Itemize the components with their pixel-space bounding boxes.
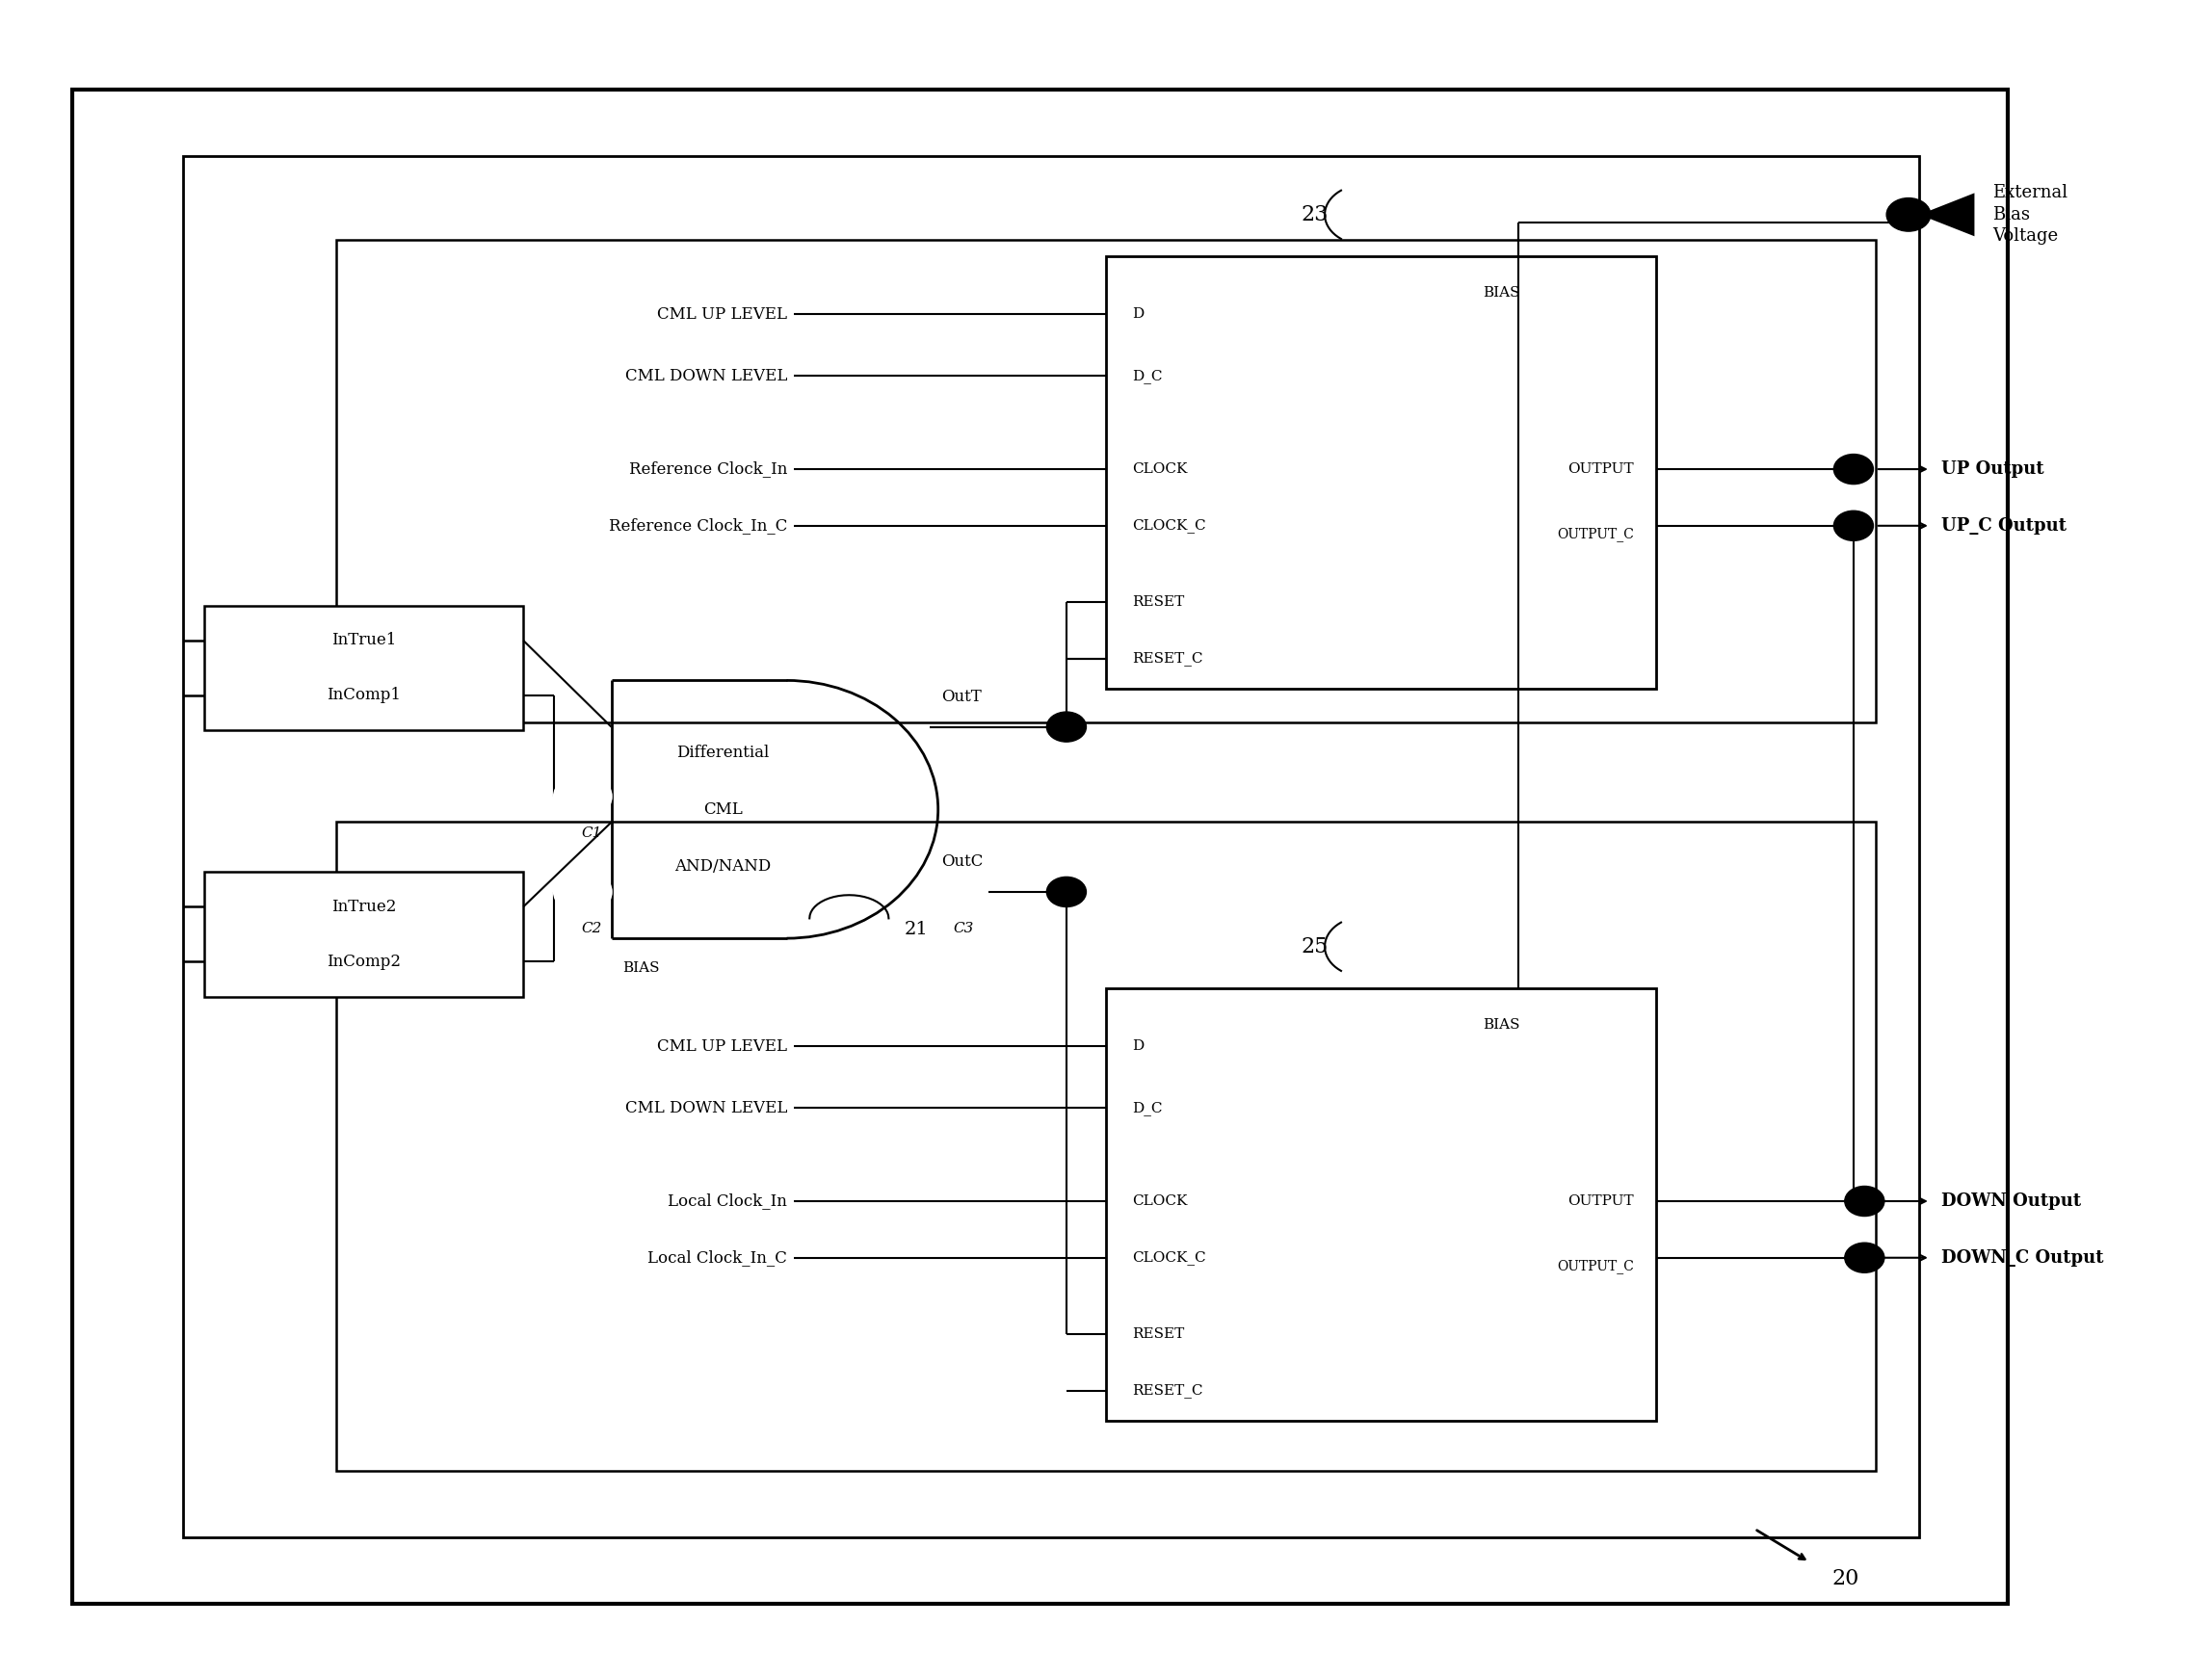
Text: RESET_C: RESET_C: [1133, 1384, 1203, 1399]
Text: CLOCK_C: CLOCK_C: [1133, 1251, 1206, 1264]
Text: C2: C2: [582, 922, 602, 936]
Text: InComp1: InComp1: [327, 688, 400, 704]
Text: BIAS: BIAS: [1484, 1018, 1520, 1031]
Text: RESET: RESET: [1133, 1328, 1186, 1342]
Text: D: D: [1133, 1040, 1144, 1053]
Bar: [1106, 988, 1655, 1420]
Text: OUTPUT: OUTPUT: [1568, 463, 1635, 476]
Circle shape: [1887, 198, 1931, 231]
Text: CML DOWN LEVEL: CML DOWN LEVEL: [626, 367, 787, 384]
Circle shape: [1834, 511, 1874, 540]
Text: OUTPUT_C: OUTPUT_C: [1557, 527, 1635, 542]
Text: UP Output: UP Output: [1942, 461, 2044, 478]
Text: D_C: D_C: [1133, 369, 1164, 382]
Text: OutT: OutT: [940, 689, 982, 704]
Text: Bias: Bias: [1993, 206, 2031, 223]
Circle shape: [1845, 1243, 1885, 1273]
Text: InTrue2: InTrue2: [332, 899, 396, 916]
Text: Local Clock_In_C: Local Clock_In_C: [648, 1249, 787, 1266]
Bar: [336, 240, 1876, 723]
Text: Differential: Differential: [677, 745, 770, 761]
Text: CML DOWN LEVEL: CML DOWN LEVEL: [626, 1100, 787, 1117]
Text: C1: C1: [582, 827, 602, 840]
Text: OUTPUT: OUTPUT: [1568, 1194, 1635, 1207]
Text: D_C: D_C: [1133, 1100, 1164, 1115]
Text: 23: 23: [1301, 205, 1329, 225]
Circle shape: [1834, 454, 1874, 485]
Text: CML UP LEVEL: CML UP LEVEL: [657, 1038, 787, 1055]
Text: 20: 20: [1832, 1568, 1858, 1590]
Text: BIAS: BIAS: [622, 961, 659, 974]
Text: C3: C3: [953, 922, 973, 936]
Text: RESET_C: RESET_C: [1133, 652, 1203, 666]
Circle shape: [555, 870, 611, 914]
Text: DOWN Output: DOWN Output: [1942, 1192, 2081, 1209]
Text: InTrue1: InTrue1: [332, 632, 396, 649]
Bar: [1106, 257, 1655, 689]
Text: Reference Clock_In: Reference Clock_In: [628, 461, 787, 478]
Text: BIAS: BIAS: [1484, 287, 1520, 300]
Text: CML UP LEVEL: CML UP LEVEL: [657, 307, 787, 322]
Circle shape: [555, 775, 611, 818]
Text: External: External: [1993, 184, 2068, 201]
Text: 21: 21: [905, 921, 929, 939]
Text: Reference Clock_In_C: Reference Clock_In_C: [608, 518, 787, 533]
Bar: [204, 872, 524, 996]
Text: CLOCK: CLOCK: [1133, 1194, 1188, 1207]
Text: RESET: RESET: [1133, 595, 1186, 609]
Circle shape: [1046, 877, 1086, 907]
Circle shape: [1845, 1186, 1885, 1216]
Bar: [184, 156, 1920, 1538]
Text: 25: 25: [1301, 936, 1329, 958]
Circle shape: [1046, 713, 1086, 741]
Text: CML: CML: [703, 802, 743, 818]
Polygon shape: [1920, 193, 1975, 236]
Text: InComp2: InComp2: [327, 954, 400, 969]
Text: Local Clock_In: Local Clock_In: [668, 1192, 787, 1209]
Text: CLOCK: CLOCK: [1133, 463, 1188, 476]
Text: Voltage: Voltage: [1993, 228, 2057, 245]
Bar: [204, 605, 524, 731]
Text: AND/NAND: AND/NAND: [675, 859, 772, 874]
Text: CLOCK_C: CLOCK_C: [1133, 518, 1206, 533]
Circle shape: [929, 870, 987, 914]
Text: D: D: [1133, 307, 1144, 322]
Text: OUTPUT_C: OUTPUT_C: [1557, 1259, 1635, 1273]
Text: UP_C Output: UP_C Output: [1942, 517, 2066, 535]
Text: OutC: OutC: [940, 854, 982, 870]
Bar: [336, 822, 1876, 1471]
Bar: [73, 91, 2008, 1603]
Text: DOWN_C Output: DOWN_C Output: [1942, 1249, 2104, 1266]
